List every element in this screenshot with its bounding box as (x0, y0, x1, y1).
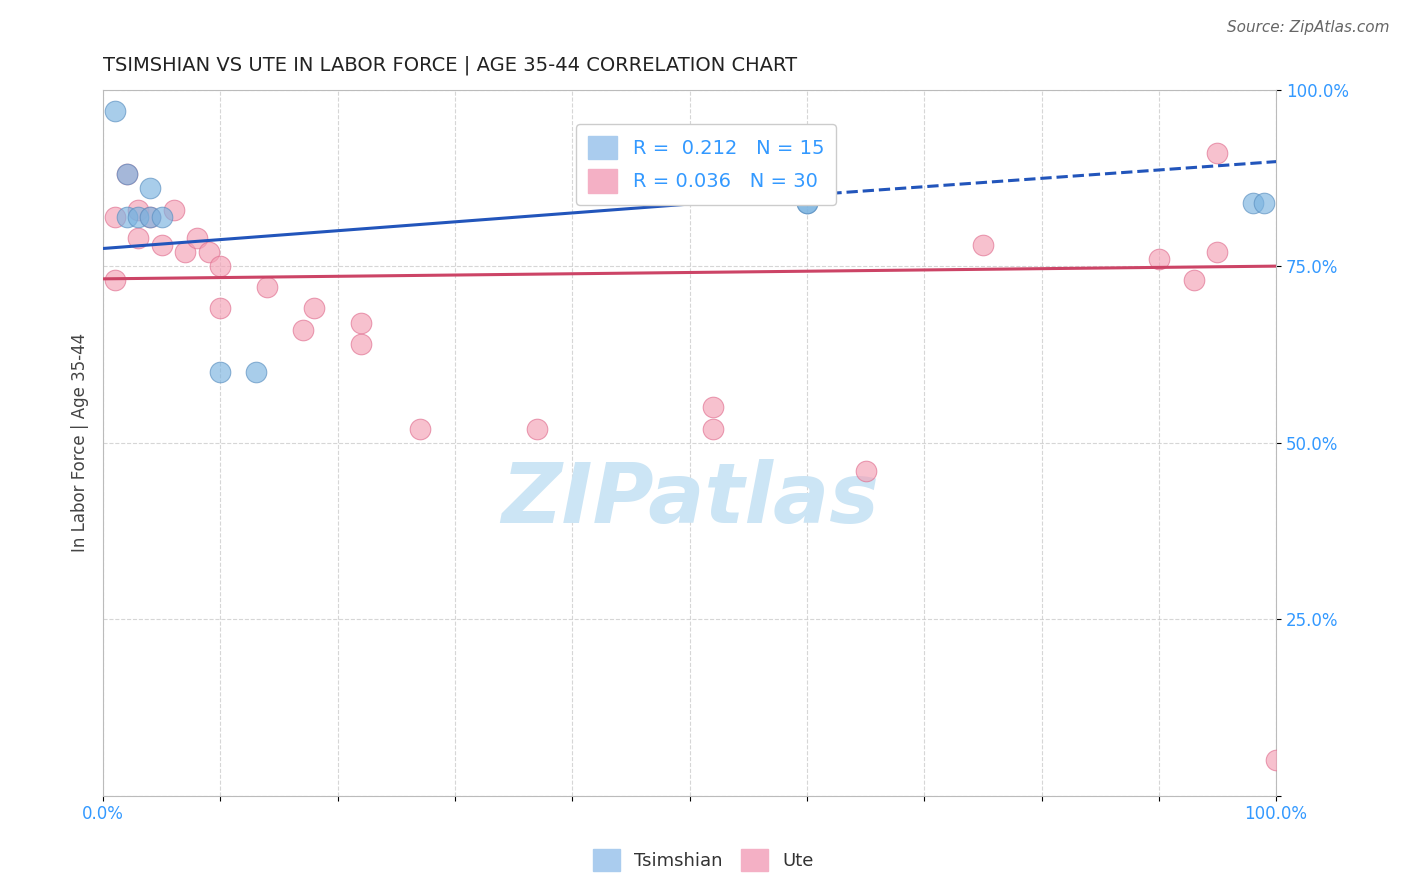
Point (127, 210, 149, 224)
Point (1253, 195, 1275, 210)
Point (150, 210, 173, 224)
Point (115, 167, 138, 181)
Legend: R =  0.212   N = 15, R = 0.036   N = 30: R = 0.212 N = 15, R = 0.036 N = 30 (576, 124, 835, 204)
Point (104, 273, 127, 287)
Point (186, 231, 208, 245)
Point (162, 202, 184, 217)
Point (245, 365, 267, 379)
Point (174, 245, 197, 260)
Point (197, 245, 219, 260)
Point (209, 365, 232, 379)
Point (796, 195, 818, 210)
Text: TSIMSHIAN VS UTE IN LABOR FORCE | AGE 35-44 CORRELATION CHART: TSIMSHIAN VS UTE IN LABOR FORCE | AGE 35… (103, 55, 797, 75)
Point (796, 195, 818, 210)
Point (1147, 252, 1170, 266)
Point (139, 210, 162, 224)
Point (350, 316, 373, 330)
Point (304, 301, 326, 316)
Point (256, 280, 278, 294)
Point (104, 103, 127, 118)
Point (115, 210, 138, 224)
Text: Source: ZipAtlas.com: Source: ZipAtlas.com (1226, 20, 1389, 35)
Point (1265, 754, 1288, 768)
Point (139, 210, 162, 224)
Point (150, 238, 173, 252)
Point (209, 301, 232, 316)
Point (350, 336, 373, 351)
Point (1206, 245, 1229, 260)
Point (104, 210, 127, 224)
Point (702, 401, 724, 415)
Point (702, 421, 724, 435)
Text: ZIPatlas: ZIPatlas (501, 458, 879, 540)
Point (855, 464, 877, 478)
Point (972, 238, 994, 252)
Point (409, 421, 432, 435)
Point (115, 167, 138, 181)
Legend: Tsimshian, Ute: Tsimshian, Ute (585, 842, 821, 879)
Point (127, 231, 149, 245)
Point (127, 202, 149, 217)
Point (526, 421, 548, 435)
Point (291, 323, 314, 337)
Y-axis label: In Labor Force | Age 35-44: In Labor Force | Age 35-44 (72, 333, 89, 552)
Point (1241, 195, 1264, 210)
Point (1182, 273, 1205, 287)
Point (209, 259, 232, 273)
Point (1206, 146, 1229, 161)
Point (139, 181, 162, 195)
